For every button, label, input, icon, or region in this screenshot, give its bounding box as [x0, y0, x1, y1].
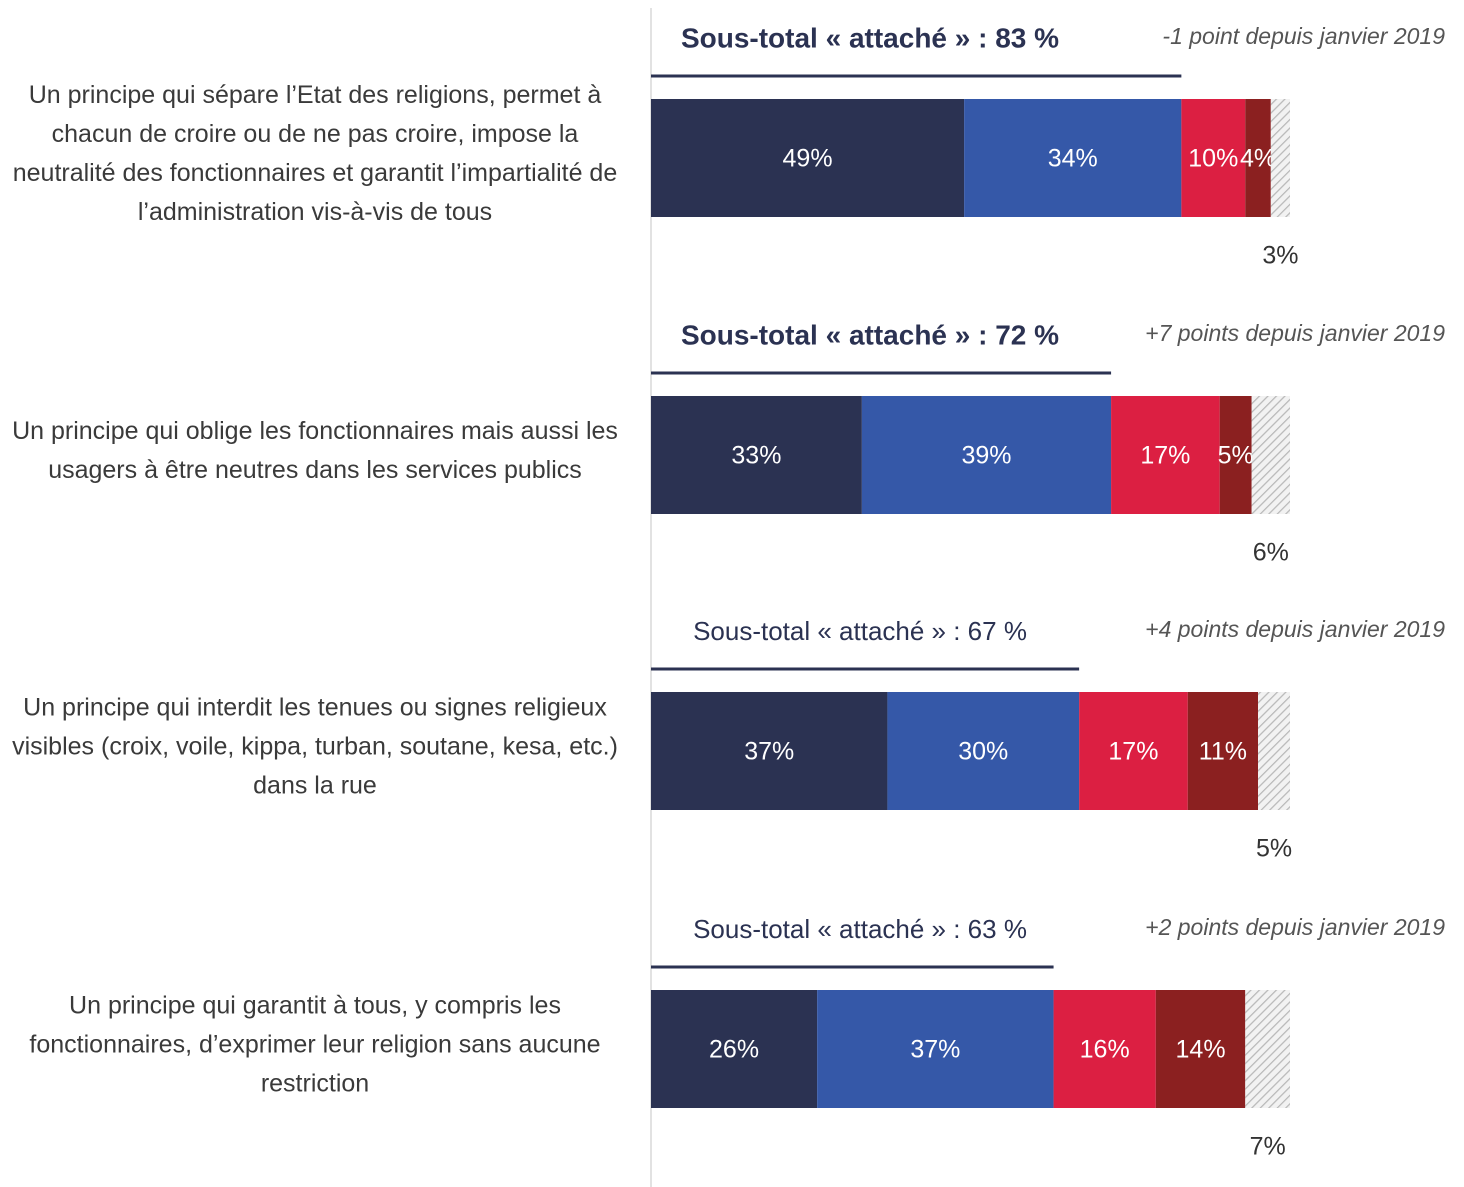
value-label: 37% [744, 738, 794, 766]
value-label: 5% [1218, 442, 1254, 470]
value-label: 16% [1080, 1036, 1130, 1064]
bar-segment [651, 692, 888, 810]
value-label: 30% [958, 738, 1008, 766]
subtotal-label: Sous-total « attaché » : 63 % [693, 914, 1027, 944]
value-label: 37% [910, 1036, 960, 1064]
bar-segment [1270, 99, 1290, 217]
value-label: 34% [1048, 145, 1098, 173]
change-label: +2 points depuis janvier 2019 [1145, 914, 1445, 940]
bar-segment [1111, 396, 1220, 514]
bar-segment [651, 99, 965, 217]
value-label: 49% [783, 145, 833, 173]
value-label: 26% [709, 1036, 759, 1064]
subtotal-label: Sous-total « attaché » : 83 % [681, 22, 1059, 53]
value-label: 10% [1188, 145, 1238, 173]
value-label: 4% [1240, 145, 1276, 173]
value-label: 17% [1108, 738, 1158, 766]
bar-segment [817, 990, 1054, 1108]
value-label: 33% [731, 442, 781, 470]
value-label: 14% [1176, 1036, 1226, 1064]
value-label: 17% [1140, 442, 1190, 470]
category-label: Un principe qui sépare l’Etat des religi… [12, 81, 618, 226]
bar-segment [1258, 692, 1290, 810]
value-label: 5% [1256, 835, 1292, 863]
subtotal-label: Sous-total « attaché » : 72 % [681, 319, 1059, 350]
bar-segment [1079, 692, 1188, 810]
bar-segment [1245, 990, 1290, 1108]
category-label: Un principe qui oblige les fonctionnaire… [12, 417, 618, 484]
bar-segment [1251, 396, 1290, 514]
bar-segment [1219, 396, 1252, 514]
subtotal-label: Sous-total « attaché » : 67 % [693, 616, 1027, 646]
value-label: 3% [1262, 242, 1298, 270]
bar-segment [651, 396, 862, 514]
bar-segment [651, 990, 818, 1108]
change-label: -1 point depuis janvier 2019 [1162, 23, 1445, 49]
bar-segment [861, 396, 1112, 514]
category-label: Un principe qui garantit à tous, y compr… [29, 991, 601, 1098]
value-label: 6% [1253, 539, 1289, 567]
bar-segment [1181, 99, 1246, 217]
bar-segment [1053, 990, 1156, 1108]
bar-segment [1187, 692, 1259, 810]
category-label: Un principe qui interdit les tenues ou s… [12, 693, 618, 800]
value-label: 7% [1250, 1133, 1286, 1161]
change-label: +4 points depuis janvier 2019 [1145, 616, 1445, 642]
change-label: +7 points depuis janvier 2019 [1145, 320, 1445, 346]
value-label: 11% [1199, 738, 1247, 766]
bar-segment [964, 99, 1182, 217]
bar-segment [887, 692, 1080, 810]
bar-segment [1155, 990, 1246, 1108]
value-label: 39% [961, 442, 1011, 470]
bar-segment [1245, 99, 1271, 217]
